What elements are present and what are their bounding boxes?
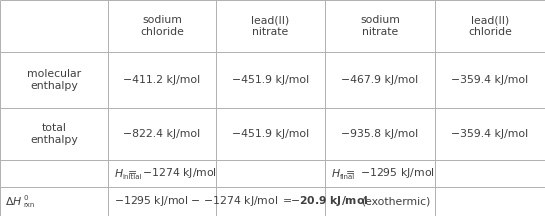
Text: $-$20.9 kJ/mol: $-$20.9 kJ/mol [290, 194, 368, 208]
Text: $=$ $-$1274 kJ/mol: $=$ $-$1274 kJ/mol [123, 166, 217, 180]
Text: −935.8 kJ/mol: −935.8 kJ/mol [341, 129, 419, 139]
Text: −451.9 kJ/mol: −451.9 kJ/mol [232, 129, 309, 139]
Text: $\Delta\mathit{H}$: $\Delta\mathit{H}$ [5, 195, 22, 207]
Text: −467.9 kJ/mol: −467.9 kJ/mol [341, 75, 419, 85]
Text: initial: initial [123, 174, 142, 180]
Text: −411.2 kJ/mol: −411.2 kJ/mol [123, 75, 201, 85]
Text: molecular
enthalpy: molecular enthalpy [27, 69, 81, 91]
Text: lead(II)
nitrate: lead(II) nitrate [251, 15, 289, 37]
Text: sodium
nitrate: sodium nitrate [360, 15, 400, 37]
Text: 0: 0 [23, 194, 27, 200]
Text: −451.9 kJ/mol: −451.9 kJ/mol [232, 75, 309, 85]
Text: $\mathit{H}$: $\mathit{H}$ [114, 167, 124, 179]
Text: (exothermic): (exothermic) [361, 196, 431, 206]
Text: rxn: rxn [23, 202, 34, 208]
Text: final: final [340, 174, 355, 180]
Text: sodium
chloride: sodium chloride [140, 15, 184, 37]
Text: $\mathit{H}$: $\mathit{H}$ [331, 167, 341, 179]
Text: −359.4 kJ/mol: −359.4 kJ/mol [451, 129, 529, 139]
Text: total
enthalpy: total enthalpy [30, 123, 78, 145]
Text: −359.4 kJ/mol: −359.4 kJ/mol [451, 75, 529, 85]
Text: lead(II)
chloride: lead(II) chloride [468, 15, 512, 37]
Text: $=$ $-$1295 kJ/mol: $=$ $-$1295 kJ/mol [340, 166, 434, 180]
Text: $-$1295 kJ/mol $-$ $-$1274 kJ/mol $=$: $-$1295 kJ/mol $-$ $-$1274 kJ/mol $=$ [114, 194, 296, 208]
Text: −822.4 kJ/mol: −822.4 kJ/mol [123, 129, 201, 139]
